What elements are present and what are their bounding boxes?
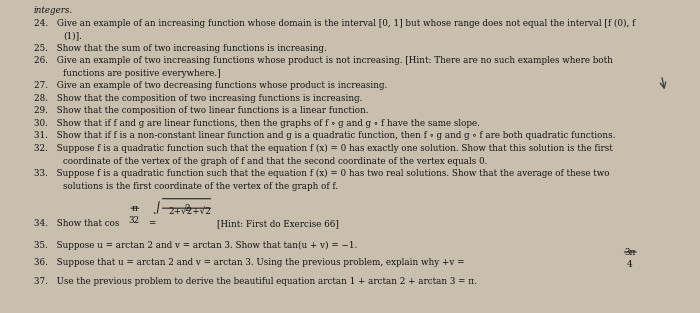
Text: π: π [132,204,137,213]
Text: 2+√2+√2: 2+√2+√2 [168,207,211,216]
Text: 32. Suppose f is a quadratic function such that the equation f (x) = 0 has exact: 32. Suppose f is a quadratic function su… [34,144,612,153]
Text: 34. Show that cos: 34. Show that cos [34,219,119,228]
Text: 28. Show that the composition of two increasing functions is increasing.: 28. Show that the composition of two inc… [34,94,362,103]
Text: 30. Show that if f and g are linear functions, then the graphs of f ∘ g and g ∘ : 30. Show that if f and g are linear func… [34,119,480,128]
Text: 36. Suppose that u = arctan 2 and v = arctan 3. Using the previous problem, expl: 36. Suppose that u = arctan 2 and v = ar… [34,258,464,267]
Text: 25. Show that the sum of two increasing functions is increasing.: 25. Show that the sum of two increasing … [34,44,326,53]
Text: coordinate of the vertex of the graph of f and that the second coordinate of the: coordinate of the vertex of the graph of… [63,156,487,166]
Text: functions are positive everywhere.]: functions are positive everywhere.] [63,69,220,78]
Text: 3π: 3π [624,248,636,257]
Text: 29. Show that the composition of two linear functions is a linear function.: 29. Show that the composition of two lin… [34,106,368,115]
Text: integers.: integers. [34,6,73,15]
Text: [Hint: First do Exercise 66]: [Hint: First do Exercise 66] [217,219,339,228]
Text: 26. Give an example of two increasing functions whose product is not increasing.: 26. Give an example of two increasing fu… [34,56,612,65]
Text: 31. Show that if f is a non-constant linear function and g is a quadratic functi: 31. Show that if f is a non-constant lin… [34,131,615,141]
Text: 24. Give an example of an increasing function whose domain is the interval [0, 1: 24. Give an example of an increasing fun… [34,19,635,28]
Text: 37. Use the previous problem to derive the beautiful equation arctan 1 + arctan : 37. Use the previous problem to derive t… [34,277,476,286]
Text: 35. Suppose u = arctan 2 and v = arctan 3. Show that tan(u + v) = −1.: 35. Suppose u = arctan 2 and v = arctan … [34,241,357,250]
Text: 4: 4 [627,260,633,269]
Text: =: = [148,219,156,228]
Text: 27. Give an example of two decreasing functions whose product is increasing.: 27. Give an example of two decreasing fu… [34,81,387,90]
Text: solutions is the first coordinate of the vertex of the graph of f.: solutions is the first coordinate of the… [63,182,338,191]
Text: 32: 32 [129,216,140,225]
Text: 2: 2 [184,204,190,213]
Text: (1)].: (1)]. [63,31,82,40]
Text: 33. Suppose f is a quadratic function such that the equation f (x) = 0 has two r: 33. Suppose f is a quadratic function su… [34,169,609,178]
